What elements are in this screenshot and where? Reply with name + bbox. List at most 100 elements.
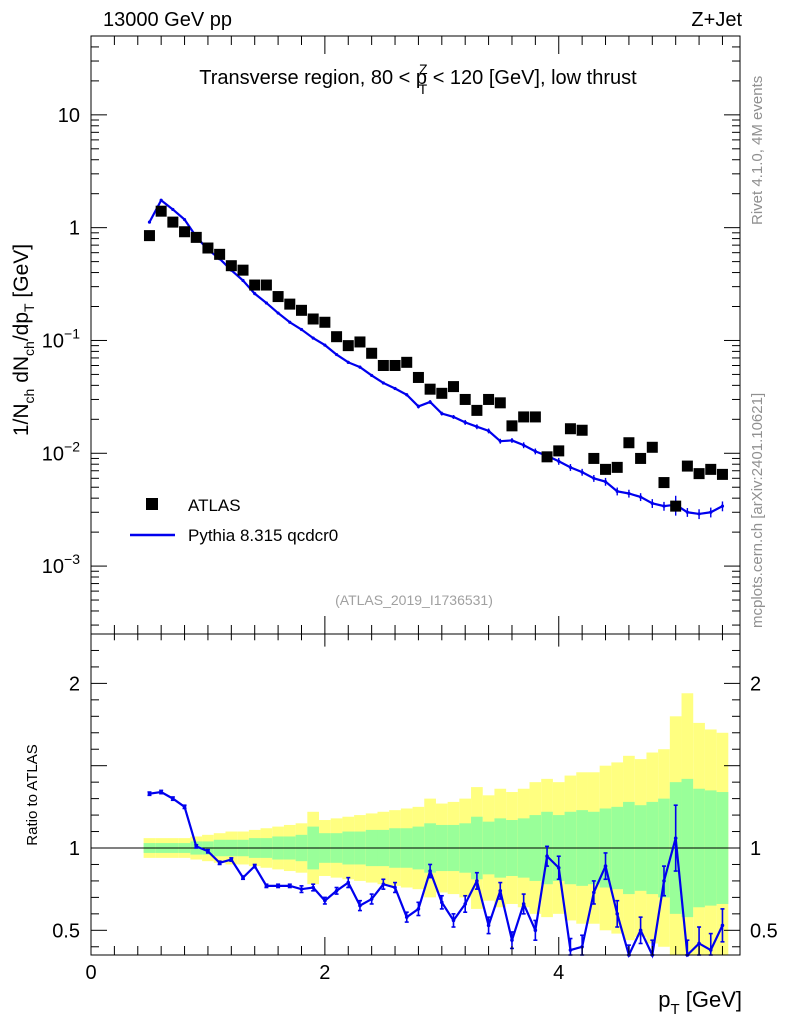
ratio-point [159,790,163,794]
atlas-data-point [611,461,623,473]
atlas-data-point [635,452,647,464]
mc-point [697,512,701,516]
atlas-data-point [693,468,705,480]
mc-point [533,449,537,453]
atlas-data-point [389,359,401,371]
atlas-data-point [155,205,167,217]
ratio-point [276,884,280,888]
mc-point [334,352,339,357]
main-plot-panel: 10 1 10−1 10−2 10−3 Transverse region, 80 < … [10,35,741,635]
legend: ATLAS Pythia 8.315 qcdcr0 [130,496,338,545]
mc-point [405,393,409,397]
mcplots-label: mcplots.cern.ch [arXiv:2401.10621] [749,393,766,628]
ratio-point [451,918,456,923]
ratio-point [206,849,210,854]
atlas-data-point [646,441,658,453]
ratio-point [358,903,362,908]
mc-point [440,411,444,416]
x-tick-label: 2 [319,962,330,984]
ratio-frame [90,633,741,956]
y-axis-title: 1/Nch dNch/dpT [GeV] [10,244,37,436]
ratio-y-axis-title: Ratio to ATLAS [24,744,41,845]
ratio-point [182,805,187,809]
mc-point [615,489,619,493]
atlas-data-point [354,336,366,348]
atlas-data-point [295,304,307,316]
ratio-point [264,884,269,888]
ratio-point [486,923,491,928]
mc-point [486,429,491,433]
ratio-point [603,864,608,868]
atlas-data-point [518,411,530,423]
plot-title: Transverse region, 80 < pZ T < 120 [GeV],… [199,61,637,97]
mc-point [416,404,421,409]
atlas-data-point [412,371,424,383]
ratio-y-tick-label-right: 1 [750,838,761,860]
ratio-y-tick-label-right: 0.5 [750,920,778,942]
atlas-data-point [600,463,612,475]
mc-point [451,415,456,419]
x-axis: 0 2 4 [85,36,723,984]
mc-point [580,470,584,474]
mc-point [358,365,362,369]
mc-point [557,459,561,463]
ratio-point [638,928,643,933]
mc-point [299,327,304,332]
atlas-data-point [307,313,319,325]
main-y-axis: 10 1 10−1 10−2 10−3 [42,35,740,626]
atlas-data-point [576,424,588,436]
mc-point [264,301,269,305]
ratio-y-tick-label: 2 [69,673,80,695]
atlas-data-point [225,260,237,272]
atlas-data-point [681,460,693,472]
analysis-id: (ATLAS_2019_I1736531) [335,592,493,608]
y-tick-label: 1 [69,218,80,240]
atlas-data-point [319,316,331,328]
ratio-y-tick-label: 1 [69,838,80,860]
ratio-point [241,875,245,880]
mc-point [510,438,514,443]
mc-point [159,198,163,202]
legend-pythia-label: Pythia 8.315 qcdcr0 [188,526,338,545]
mc-point [323,343,327,347]
ratio-point [171,796,175,801]
atlas-data-point [342,340,354,352]
mc-point [311,336,315,340]
ratio-point [440,900,444,905]
mc-point [720,504,725,508]
mc-point [241,278,245,283]
ratio-point [369,897,374,901]
ratio-point [545,854,549,859]
mc-point [498,439,502,443]
atlas-data-point [588,452,600,464]
ratio-point [334,889,339,893]
atlas-data-point [424,383,436,395]
ratio-y-axis: 2 2 1 1 0.5 0.5 [52,633,778,948]
mc-point [709,510,713,514]
ratio-point [194,844,199,849]
atlas-data-point [190,231,202,243]
atlas-data-point [401,356,413,368]
ratio-point [147,791,152,796]
title-superscript: Z [419,61,428,77]
atlas-data-point [483,393,495,405]
ratio-point [346,880,351,885]
atlas-data-point [237,264,249,276]
atlas-data-point [331,331,343,343]
ratio-point [475,879,479,883]
ratio-point [381,882,386,887]
atlas-data-point [623,437,635,449]
atlas-data-point [272,291,284,303]
ratio-point [615,912,620,916]
atlas-data-point [366,347,378,359]
x-tick-label: 0 [85,962,96,984]
mc-point [147,220,152,224]
atlas-data-point [260,279,272,291]
atlas-data-point [459,393,471,405]
ratio-point [416,907,421,911]
ratio-y-tick-label-right: 2 [750,673,761,695]
mc-point [568,465,573,469]
ratio-point [697,941,701,946]
atlas-data-point [541,451,553,463]
ratio-point [393,885,397,890]
